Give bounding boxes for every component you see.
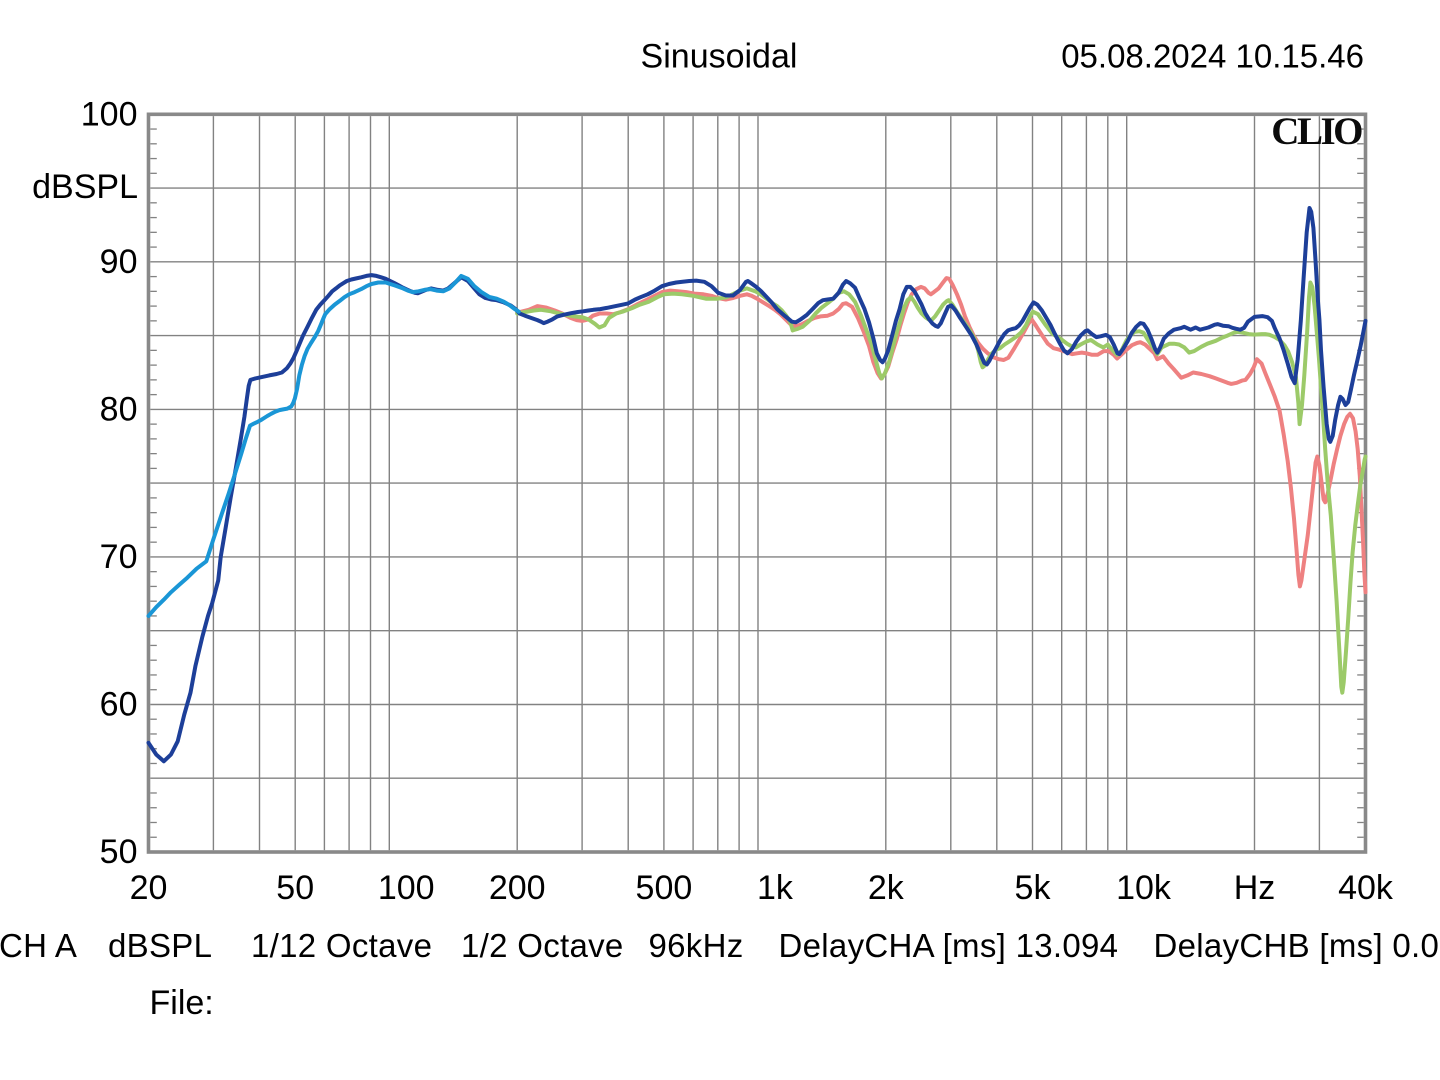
svg-text:5k: 5k bbox=[1015, 869, 1052, 907]
svg-text:100: 100 bbox=[378, 869, 435, 907]
svg-text:CH A: CH A bbox=[0, 927, 77, 964]
svg-text:DelayCHA [ms] 13.094: DelayCHA [ms] 13.094 bbox=[779, 927, 1119, 964]
svg-text:80: 80 bbox=[100, 390, 138, 428]
svg-text:1/12 Octave: 1/12 Octave bbox=[251, 927, 432, 964]
svg-text:CLIO: CLIO bbox=[1271, 110, 1362, 153]
svg-text:File:: File: bbox=[150, 984, 214, 1022]
svg-text:200: 200 bbox=[489, 869, 546, 907]
svg-text:40k: 40k bbox=[1338, 869, 1394, 907]
svg-text:100: 100 bbox=[81, 95, 138, 133]
svg-text:2k: 2k bbox=[868, 869, 905, 907]
svg-text:90: 90 bbox=[100, 243, 138, 281]
svg-text:dBSPL: dBSPL bbox=[108, 927, 212, 964]
svg-text:DelayCHB [ms] 0.000: DelayCHB [ms] 0.000 bbox=[1154, 927, 1440, 964]
svg-text:20: 20 bbox=[130, 869, 168, 907]
svg-text:50: 50 bbox=[100, 833, 138, 871]
svg-text:500: 500 bbox=[636, 869, 693, 907]
svg-text:05.08.2024 10.15.46: 05.08.2024 10.15.46 bbox=[1061, 38, 1364, 75]
svg-text:Sinusoidal: Sinusoidal bbox=[641, 38, 798, 76]
svg-text:50: 50 bbox=[276, 869, 314, 907]
svg-text:1k: 1k bbox=[757, 869, 794, 907]
svg-text:dBSPL: dBSPL bbox=[32, 168, 138, 206]
svg-text:10k: 10k bbox=[1116, 869, 1172, 907]
svg-text:60: 60 bbox=[100, 686, 138, 724]
svg-text:1/2 Octave: 1/2 Octave bbox=[461, 927, 624, 964]
svg-text:96kHz: 96kHz bbox=[649, 927, 744, 964]
svg-text:Hz: Hz bbox=[1234, 869, 1276, 907]
svg-text:70: 70 bbox=[100, 538, 138, 576]
